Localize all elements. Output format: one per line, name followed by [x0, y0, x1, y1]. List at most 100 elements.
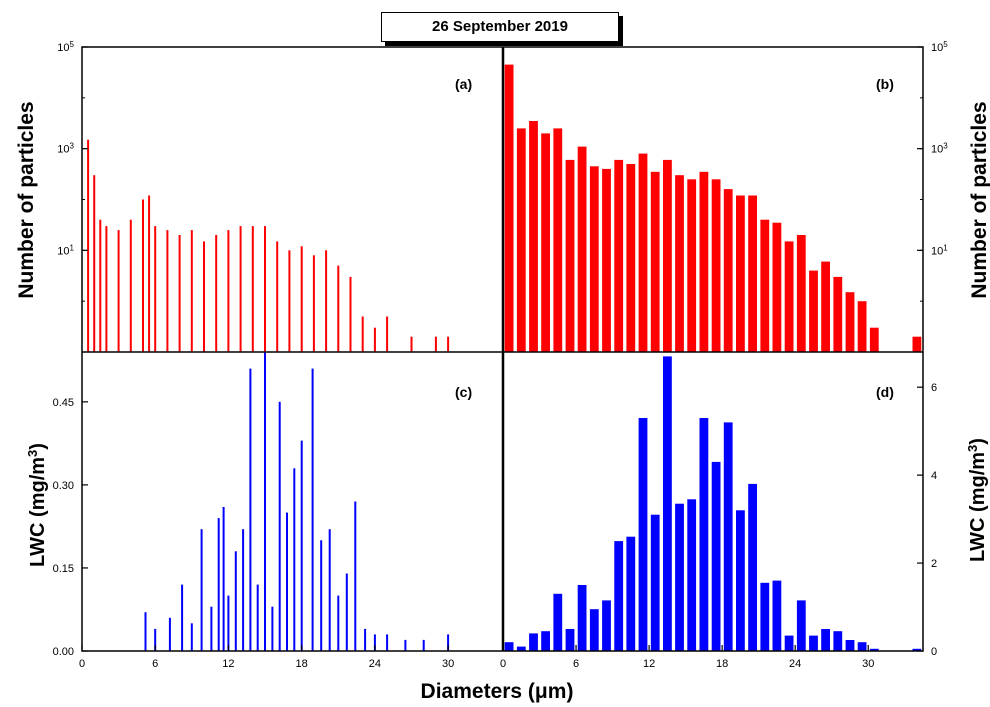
ytick-label-c-0: 0.00 — [53, 646, 74, 658]
bar-a-17 — [264, 226, 266, 352]
bar-d-15 — [687, 499, 697, 651]
bar-a-25 — [361, 316, 364, 352]
bar-c-31 — [447, 634, 450, 651]
bar-c-23 — [337, 595, 340, 651]
ylabel-left-top: Number of particles — [15, 101, 38, 298]
ytick-label-b-1: 103 — [931, 141, 948, 156]
bar-d-22 — [772, 580, 782, 651]
bar-c-9 — [227, 595, 230, 651]
bar-a-27 — [386, 316, 389, 352]
bar-c-20 — [311, 368, 314, 651]
bar-c-6 — [210, 606, 213, 651]
bar-a-4 — [117, 230, 120, 352]
bar-d-26 — [821, 629, 830, 651]
bar-b-14 — [675, 175, 684, 352]
bar-d-4 — [553, 593, 563, 651]
bar-d-28 — [845, 640, 855, 651]
bar-c-3 — [181, 584, 184, 651]
bar-c-27 — [373, 634, 376, 651]
bar-d-7 — [589, 609, 599, 651]
ytick-label-a-1: 103 — [57, 141, 74, 156]
x-axis-label: Diameters (μm) — [421, 680, 574, 703]
bar-d-31 — [912, 648, 922, 651]
bar-a-20 — [300, 246, 303, 352]
panel-label-d: (d) — [876, 384, 894, 400]
bar-b-6 — [577, 146, 587, 352]
bar-c-11 — [242, 529, 245, 651]
ytick-label-d-1: 2 — [931, 558, 937, 570]
bar-c-30 — [422, 639, 425, 651]
bar-c-24 — [345, 573, 348, 651]
bar-b-10 — [626, 164, 636, 352]
xtick-label-c-1: 6 — [152, 658, 158, 670]
panel-label-a: (a) — [455, 76, 472, 92]
bar-d-1 — [516, 646, 526, 651]
panels-group: 101 103 105 101 103 105 0.00 0.15 0.30 0.45 0 6 12 18… — [53, 40, 949, 671]
bar-b-4 — [553, 128, 563, 352]
bar-b-5 — [565, 159, 575, 352]
bar-c-22 — [328, 529, 331, 651]
bar-b-25 — [809, 270, 818, 352]
bar-a-18 — [276, 241, 279, 352]
ytick-label-d-0: 0 — [931, 646, 937, 658]
bar-c-17 — [286, 512, 288, 651]
bar-d-24 — [796, 600, 806, 651]
bar-b-26 — [821, 261, 830, 352]
bar-b-27 — [833, 276, 843, 352]
bar-b-13 — [663, 159, 672, 352]
bar-d-20 — [748, 483, 757, 651]
bar-a-22 — [325, 250, 328, 352]
bar-b-18 — [723, 189, 733, 352]
bar-a-3 — [105, 226, 108, 352]
ylabel-right-bottom: LWC (mg/m3) — [965, 438, 990, 562]
bar-b-17 — [711, 179, 721, 352]
bar-c-10 — [234, 551, 237, 651]
bar-b-21 — [760, 219, 770, 352]
ytick-label-c-3: 0.45 — [53, 397, 74, 409]
bar-b-29 — [857, 301, 867, 352]
xtick-label-c-2: 12 — [222, 658, 234, 670]
xtick-label-d-3: 18 — [716, 658, 728, 670]
bar-a-1 — [93, 175, 96, 352]
bar-b-20 — [748, 195, 757, 352]
bar-a-16 — [251, 226, 254, 352]
bar-d-23 — [784, 635, 794, 651]
bar-a-26 — [373, 327, 376, 352]
bar-c-13 — [256, 584, 259, 651]
bar-d-3 — [541, 631, 550, 651]
bar-a-29 — [434, 336, 437, 352]
ytick-label-d-2: 4 — [931, 470, 937, 482]
bar-c-5 — [200, 529, 203, 651]
bar-a-0 — [87, 139, 90, 352]
bar-d-16 — [699, 418, 709, 651]
bar-d-27 — [833, 631, 843, 651]
ylabel-right-top: Number of particles — [968, 101, 990, 298]
bar-c-12 — [249, 368, 252, 651]
bar-d-2 — [529, 633, 538, 651]
ytick-label-a-2: 105 — [57, 40, 74, 55]
ytick-label-b-2: 105 — [931, 40, 948, 55]
bar-c-0 — [144, 612, 147, 651]
bar-d-5 — [565, 629, 575, 651]
bar-b-22 — [772, 222, 782, 352]
bar-d-12 — [650, 514, 660, 651]
bar-d-9 — [614, 541, 624, 651]
bar-d-30 — [869, 648, 879, 651]
bar-d-21 — [760, 582, 770, 651]
panel-label-b: (b) — [876, 76, 894, 92]
bar-c-18 — [293, 468, 296, 651]
xtick-label-c-0: 0 — [79, 658, 85, 670]
figure-title: 26 September 2019 — [381, 12, 619, 42]
bar-c-25 — [354, 501, 357, 651]
bar-a-21 — [312, 255, 315, 352]
bar-a-8 — [154, 226, 157, 352]
bar-b-3 — [541, 133, 550, 352]
bar-d-13 — [663, 356, 672, 651]
bar-a-10 — [178, 235, 181, 352]
bar-a-7 — [148, 195, 151, 352]
bar-d-18 — [723, 422, 733, 651]
bar-a-19 — [288, 250, 291, 352]
bar-a-15 — [239, 226, 242, 352]
bar-a-11 — [190, 230, 193, 352]
xtick-label-d-0: 0 — [500, 658, 506, 670]
